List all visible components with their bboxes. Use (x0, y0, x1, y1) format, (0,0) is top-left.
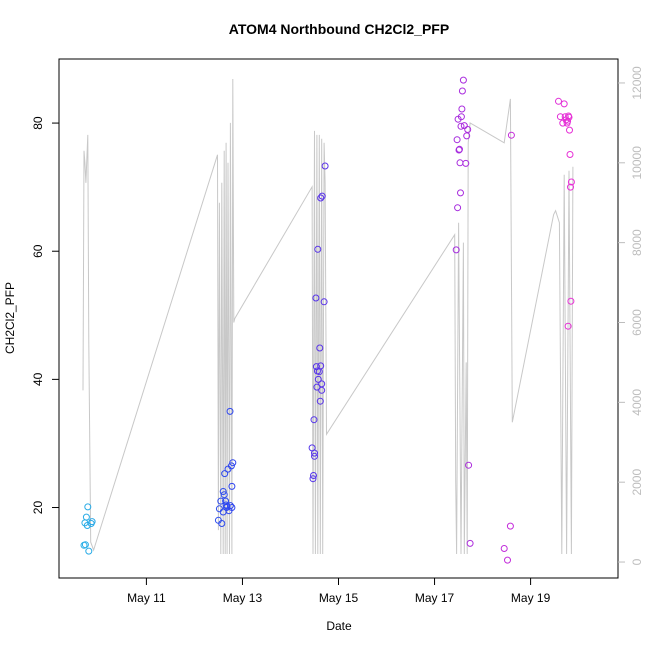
data-point (309, 475, 317, 483)
y2-tick-label: 4000 (630, 389, 644, 416)
data-point (317, 194, 325, 202)
data-point (318, 386, 326, 394)
data-point (310, 416, 318, 424)
data-point (316, 397, 324, 405)
data-point (456, 145, 463, 153)
y-axis-label: CH2Cl2_PFP (3, 282, 17, 354)
data-point (567, 297, 575, 305)
data-point (566, 151, 574, 158)
data-point (226, 502, 234, 510)
data-point (314, 375, 322, 383)
data-point (566, 126, 573, 134)
y-tick-label: 20 (31, 501, 45, 515)
data-point (222, 501, 230, 509)
data-point (221, 470, 229, 478)
x-tick-label: May 15 (319, 591, 359, 605)
data-point (219, 488, 227, 495)
data-point (312, 294, 320, 302)
data-point (457, 122, 465, 130)
data-point (220, 491, 228, 499)
data-point (466, 539, 474, 547)
data-point (465, 461, 473, 469)
data-point (453, 136, 461, 144)
data-point (504, 556, 511, 564)
data-point (316, 344, 324, 352)
x-tick-label: May 13 (223, 591, 263, 605)
data-point (458, 87, 466, 95)
data-point (507, 131, 515, 139)
data-point (458, 105, 466, 113)
data-point (457, 113, 465, 121)
data-point (318, 192, 326, 200)
data-point (313, 383, 321, 391)
x-axis: May 11 May 13 May 15 May 17 May 19 (127, 578, 551, 605)
data-point (314, 245, 322, 253)
data-point (565, 113, 573, 121)
x-axis-label: Date (326, 619, 352, 633)
chart-title: ATOM4 Northbound CH2Cl2_PFP (229, 21, 449, 37)
x-tick-label: May 11 (127, 591, 166, 605)
data-point (84, 503, 92, 511)
data-point (81, 541, 89, 549)
y2-tick-label: 6000 (630, 309, 644, 336)
y-axis-secondary: 0 2000 4000 6000 8000 10000 12000 (618, 66, 644, 565)
data-point (85, 547, 93, 555)
y-tick-label: 40 (31, 372, 45, 386)
y2-tick-label: 8000 (630, 229, 644, 256)
data-point (555, 97, 562, 105)
data-point (228, 504, 236, 511)
data-point (564, 322, 572, 330)
data-point (218, 520, 226, 527)
points-layer (80, 76, 575, 564)
data-point (457, 189, 464, 197)
data-point (217, 497, 225, 505)
x-tick-label: May 17 (415, 591, 455, 605)
data-point (312, 363, 320, 371)
data-point (452, 246, 460, 254)
data-point (454, 204, 462, 212)
data-point (506, 522, 514, 530)
data-point (463, 132, 471, 140)
data-point (226, 407, 234, 415)
data-point (560, 100, 568, 108)
data-point (556, 113, 564, 121)
data-point (223, 502, 231, 510)
data-point (567, 178, 575, 186)
data-point (229, 459, 237, 467)
y2-tick-label: 2000 (630, 469, 644, 496)
data-point (464, 126, 472, 133)
y2-tick-label: 0 (630, 558, 644, 565)
y-tick-label: 80 (31, 116, 45, 130)
data-point (311, 452, 318, 460)
data-point (459, 76, 467, 84)
y-tick-label: 60 (31, 244, 45, 258)
data-point (462, 159, 470, 167)
data-point (564, 117, 572, 125)
data-point (222, 497, 230, 505)
y2-tick-label: 12000 (630, 66, 644, 100)
data-point (310, 472, 317, 479)
x-tick-label: May 19 (511, 591, 551, 605)
data-point (321, 162, 329, 170)
data-point (317, 362, 325, 370)
data-point (311, 449, 318, 457)
data-point (320, 298, 328, 306)
data-point (83, 522, 91, 529)
data-point (567, 183, 574, 191)
data-point (88, 518, 96, 526)
data-point (500, 545, 508, 552)
altitude-trace-line (82, 78, 574, 555)
data-point (227, 462, 235, 470)
y-axis: 20 40 60 80 (31, 116, 59, 514)
data-point (460, 122, 468, 130)
gray-line-layer (82, 78, 574, 555)
data-point (82, 513, 90, 521)
data-point (228, 482, 236, 490)
y2-tick-label: 10000 (630, 146, 644, 180)
